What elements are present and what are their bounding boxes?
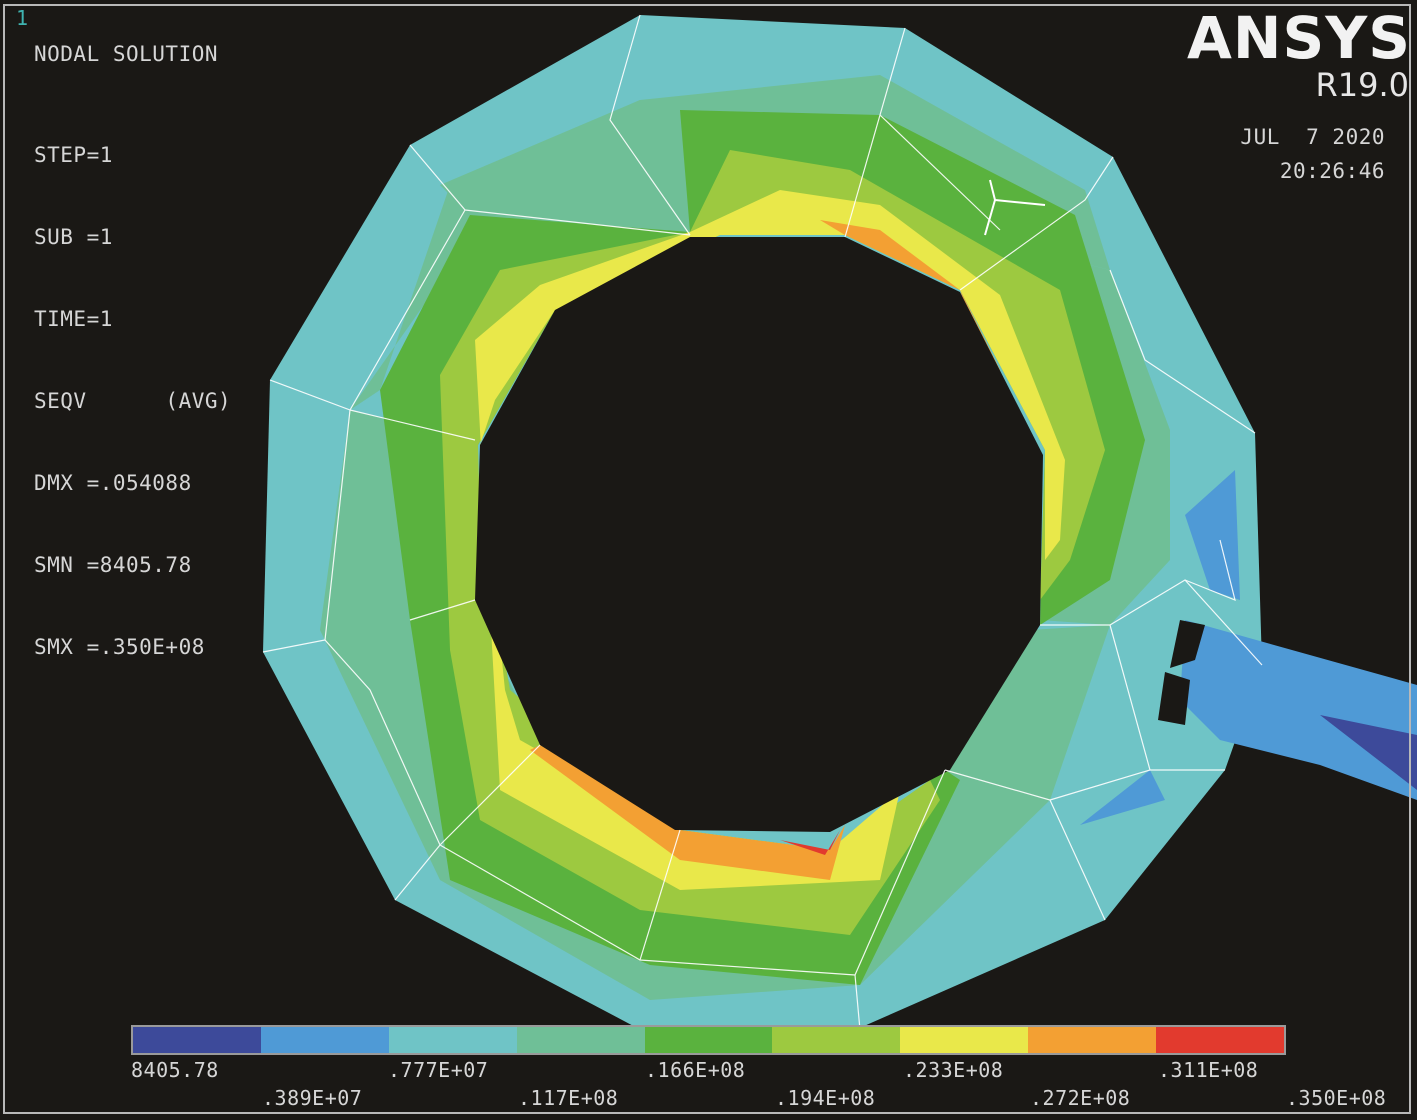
solution-title: NODAL SOLUTION — [34, 42, 219, 66]
legend-swatch-4 — [516, 1027, 645, 1053]
arm-band-c1 — [1320, 715, 1417, 790]
info-time: TIME=1 — [34, 307, 113, 331]
legend-swatch-5 — [644, 1027, 773, 1053]
mesh-lines — [262, 14, 1263, 1031]
legend-swatch-6 — [772, 1027, 901, 1053]
axis-triad — [984, 179, 1046, 236]
contour-legend-bar — [131, 1025, 1286, 1055]
triad-z — [984, 199, 996, 236]
gap-mark-lower — [1158, 672, 1190, 725]
legend-label-1: 8405.78 — [131, 1058, 219, 1082]
gap-mark-upper — [1170, 620, 1205, 668]
info-dmx: DMX =.054088 — [34, 471, 192, 495]
blue-patch-lower — [1080, 770, 1165, 825]
legend-swatch-2 — [260, 1027, 389, 1053]
ring-band-c4-top — [440, 75, 1110, 270]
ansys-version: R19.0 — [1315, 66, 1409, 104]
legend-swatch-1 — [133, 1027, 261, 1053]
legend-label-4: .117E+08 — [518, 1086, 619, 1110]
info-smn: SMN =8405.78 — [34, 553, 192, 577]
ring-band-c9 — [780, 830, 840, 855]
info-sub: SUB =1 — [34, 225, 113, 249]
legend-label-2: .389E+07 — [262, 1086, 363, 1110]
legend-label-3: .777E+07 — [388, 1058, 489, 1082]
info-step: STEP=1 — [34, 143, 113, 167]
legend-swatch-3 — [388, 1027, 517, 1053]
legend-label-8: .272E+08 — [1030, 1086, 1131, 1110]
window-number: 1 — [16, 6, 29, 30]
legend-swatch-8 — [1028, 1027, 1157, 1053]
legend-label-5: .166E+08 — [645, 1058, 746, 1082]
triad-y — [989, 179, 996, 201]
arm-band-c2 — [1180, 620, 1417, 800]
info-smx: SMX =.350E+08 — [34, 635, 205, 659]
legend-label-10: .350E+08 — [1286, 1086, 1387, 1110]
ansys-logo: ANSYS — [1187, 4, 1411, 72]
info-result-item: SEQV (AVG) — [34, 389, 232, 413]
solution-info-list: STEP=1 SUB =1 TIME=1 SEQV (AVG) DMX =.05… — [34, 93, 231, 715]
legend-swatch-7 — [900, 1027, 1029, 1053]
legend-label-7: .233E+08 — [903, 1058, 1004, 1082]
inner-hole — [475, 237, 1043, 832]
triad-x — [994, 199, 1046, 206]
legend-swatch-9 — [1156, 1027, 1285, 1053]
plot-time: 20:26:46 — [1279, 159, 1385, 183]
legend-label-6: .194E+08 — [775, 1086, 876, 1110]
blue-patch-upper — [1185, 470, 1240, 600]
plot-date: JUL 7 2020 — [1240, 125, 1385, 149]
legend-label-9: .311E+08 — [1158, 1058, 1259, 1082]
ring-band-c8-bottom — [530, 745, 845, 880]
